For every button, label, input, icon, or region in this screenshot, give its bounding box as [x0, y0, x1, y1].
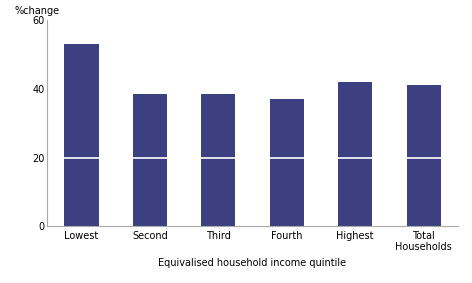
Bar — [64, 44, 99, 158]
Bar — [64, 158, 99, 226]
X-axis label: Equivalised household income quintile: Equivalised household income quintile — [159, 258, 346, 268]
Bar — [338, 158, 372, 226]
Bar — [133, 94, 167, 158]
Bar — [270, 158, 304, 226]
Bar — [201, 94, 236, 158]
Bar — [270, 99, 304, 158]
Bar — [406, 85, 441, 158]
Text: %change: %change — [14, 6, 59, 16]
Bar — [338, 82, 372, 158]
Bar — [406, 158, 441, 226]
Bar — [133, 158, 167, 226]
Bar — [201, 158, 236, 226]
